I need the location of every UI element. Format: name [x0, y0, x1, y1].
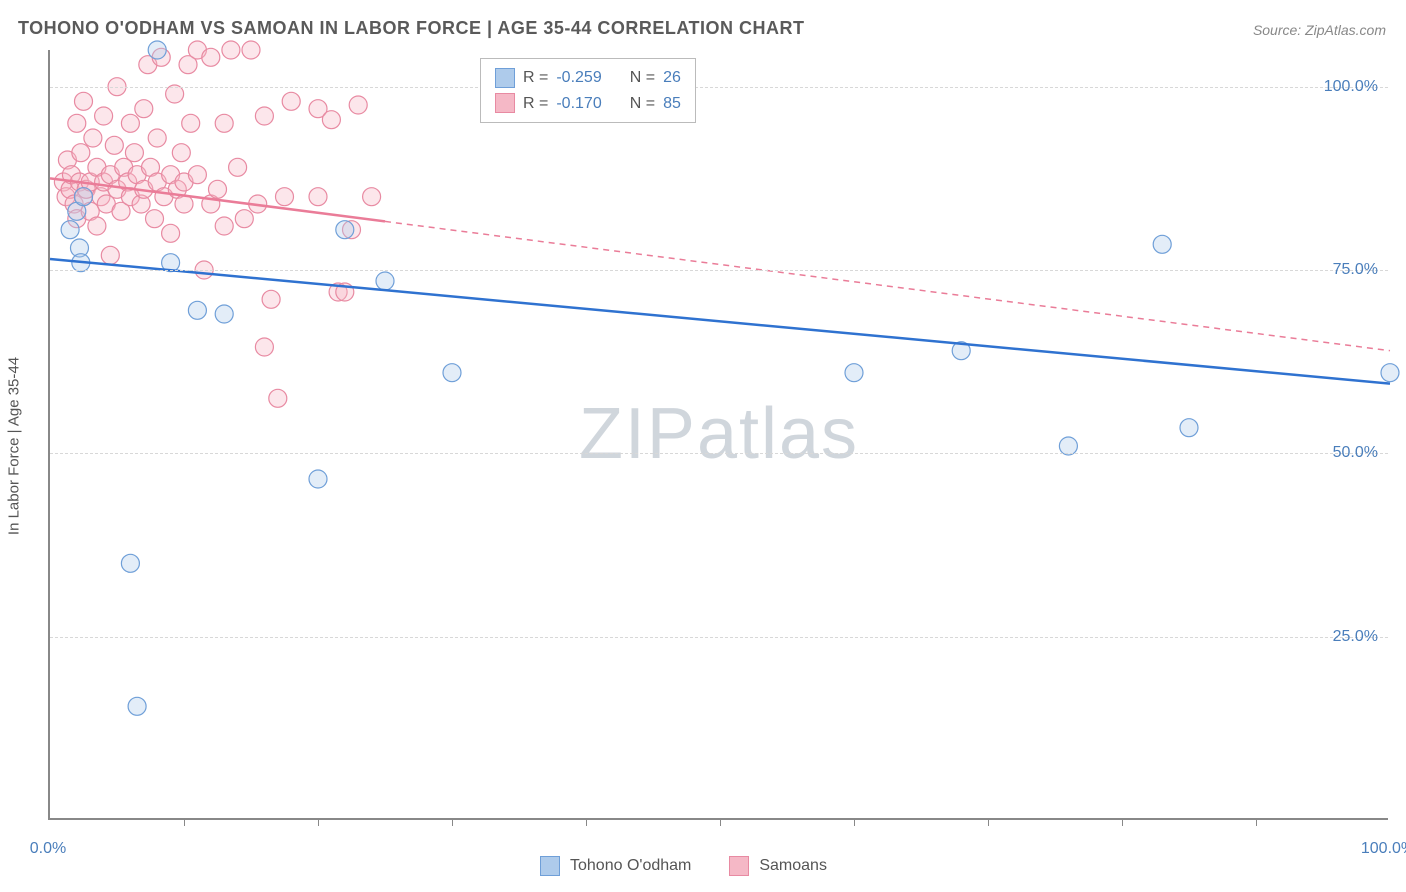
xtick	[586, 818, 587, 826]
scatter-svg	[50, 50, 1388, 818]
r-label-2: R =	[523, 91, 548, 117]
y-axis-label: In Labor Force | Age 35-44	[6, 357, 23, 535]
xtick	[318, 818, 319, 826]
data-point	[309, 470, 327, 488]
data-point	[188, 166, 206, 184]
data-point	[175, 195, 193, 213]
n-label-2: N =	[630, 91, 655, 117]
data-point	[336, 221, 354, 239]
ytick-label: 75.0%	[1333, 261, 1378, 279]
data-point	[322, 111, 340, 129]
data-point	[95, 107, 113, 125]
series2-label: Samoans	[759, 857, 827, 875]
chart-title: TOHONO O'ODHAM VS SAMOAN IN LABOR FORCE …	[18, 18, 805, 39]
data-point	[235, 210, 253, 228]
xtick	[184, 818, 185, 826]
data-point	[121, 554, 139, 572]
data-point	[105, 136, 123, 154]
xtick	[988, 818, 989, 826]
data-point	[162, 224, 180, 242]
xtick	[1122, 818, 1123, 826]
data-point	[68, 114, 86, 132]
data-point	[309, 188, 327, 206]
gridline	[50, 270, 1388, 271]
xtick	[452, 818, 453, 826]
data-point	[376, 272, 394, 290]
stats-legend: R = -0.259 N = 26 R = -0.170 N = 85	[480, 58, 696, 123]
source-label: Source: ZipAtlas.com	[1253, 22, 1386, 38]
data-point	[282, 92, 300, 110]
data-point	[276, 188, 294, 206]
data-point	[146, 210, 164, 228]
data-point	[182, 114, 200, 132]
legend-row-2: R = -0.170 N = 85	[495, 91, 681, 117]
r-label-1: R =	[523, 65, 548, 91]
data-point	[148, 129, 166, 147]
data-point	[88, 217, 106, 235]
trend-line-dashed	[385, 221, 1390, 350]
n-value-2: 85	[663, 91, 681, 117]
data-point	[172, 144, 190, 162]
data-point	[1381, 364, 1399, 382]
r-value-1: -0.259	[556, 65, 601, 91]
data-point	[215, 114, 233, 132]
gridline	[50, 453, 1388, 454]
ytick-label: 100.0%	[1324, 78, 1378, 96]
data-point	[75, 188, 93, 206]
data-point	[262, 290, 280, 308]
legend-row-1: R = -0.259 N = 26	[495, 65, 681, 91]
swatch-series1-bottom	[540, 856, 560, 876]
xtick	[720, 818, 721, 826]
swatch-series1	[495, 68, 515, 88]
ytick-label: 50.0%	[1333, 444, 1378, 462]
data-point	[61, 221, 79, 239]
gridline	[50, 637, 1388, 638]
data-point	[128, 697, 146, 715]
data-point	[443, 364, 461, 382]
data-point	[1180, 419, 1198, 437]
data-point	[229, 158, 247, 176]
data-point	[269, 389, 287, 407]
data-point	[72, 144, 90, 162]
data-point	[255, 107, 273, 125]
trend-line	[50, 259, 1390, 384]
data-point	[135, 100, 153, 118]
swatch-series2-bottom	[729, 856, 749, 876]
bottom-legend: Tohono O'odham Samoans	[540, 856, 827, 876]
data-point	[125, 144, 143, 162]
data-point	[215, 305, 233, 323]
n-label-1: N =	[630, 65, 655, 91]
ytick-label: 25.0%	[1333, 628, 1378, 646]
xtick	[1256, 818, 1257, 826]
swatch-series2	[495, 93, 515, 113]
data-point	[209, 180, 227, 198]
series1-label: Tohono O'odham	[570, 857, 691, 875]
data-point	[84, 129, 102, 147]
data-point	[215, 217, 233, 235]
gridline	[50, 87, 1388, 88]
data-point	[75, 92, 93, 110]
data-point	[349, 96, 367, 114]
data-point	[255, 338, 273, 356]
data-point	[166, 85, 184, 103]
data-point	[101, 246, 119, 264]
data-point	[188, 301, 206, 319]
data-point	[845, 364, 863, 382]
data-point	[1059, 437, 1077, 455]
data-point	[222, 41, 240, 59]
r-value-2: -0.170	[556, 91, 601, 117]
xtick	[854, 818, 855, 826]
data-point	[242, 41, 260, 59]
xtick-label: 0.0%	[30, 840, 66, 858]
data-point	[148, 41, 166, 59]
data-point	[202, 48, 220, 66]
data-point	[363, 188, 381, 206]
data-point	[1153, 235, 1171, 253]
xtick-label: 100.0%	[1361, 840, 1406, 858]
plot-area: ZIPatlas 25.0%50.0%75.0%100.0%	[48, 50, 1388, 820]
data-point	[121, 114, 139, 132]
chart-container: TOHONO O'ODHAM VS SAMOAN IN LABOR FORCE …	[0, 0, 1406, 892]
n-value-1: 26	[663, 65, 681, 91]
